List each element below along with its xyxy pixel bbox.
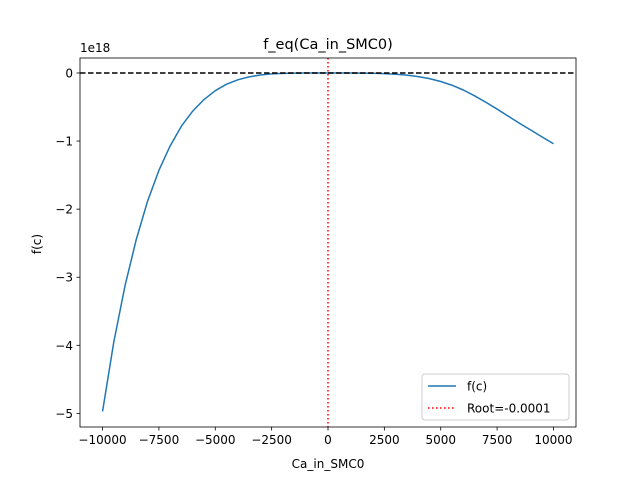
y-tick-label: −1 — [55, 135, 73, 149]
chart-title: f_eq(Ca_in_SMC0) — [263, 37, 393, 53]
legend-box — [421, 373, 570, 421]
legend-label: f(c) — [467, 380, 487, 394]
x-tick-label: 10000 — [534, 433, 572, 447]
y-tick-label: −2 — [55, 203, 73, 217]
y-tick-label: −5 — [55, 407, 73, 421]
x-tick-label: −7500 — [139, 433, 180, 447]
y-tick-label: −4 — [55, 339, 73, 353]
x-tick-label: −10000 — [78, 433, 126, 447]
y-axis-offset-label: 1e18 — [80, 41, 110, 55]
y-tick-label: −3 — [55, 271, 73, 285]
x-axis-label: Ca_in_SMC0 — [292, 457, 365, 471]
x-tick-label: −5000 — [195, 433, 236, 447]
y-axis-label: f(c) — [30, 234, 44, 254]
x-tick-label: 7500 — [482, 433, 513, 447]
x-tick-label: 5000 — [425, 433, 456, 447]
legend: f(c) Root=-0.0001 — [421, 373, 570, 421]
x-tick-label: 0 — [324, 433, 332, 447]
legend-label: Root=-0.0001 — [467, 402, 551, 416]
plot-area: −10000 −7500 −5000 −2500 0 2500 5000 7500 10000 0… — [55, 57, 577, 447]
x-tick-label: −2500 — [251, 433, 292, 447]
x-tick-label: 2500 — [369, 433, 400, 447]
y-tick-label: 0 — [65, 66, 73, 80]
